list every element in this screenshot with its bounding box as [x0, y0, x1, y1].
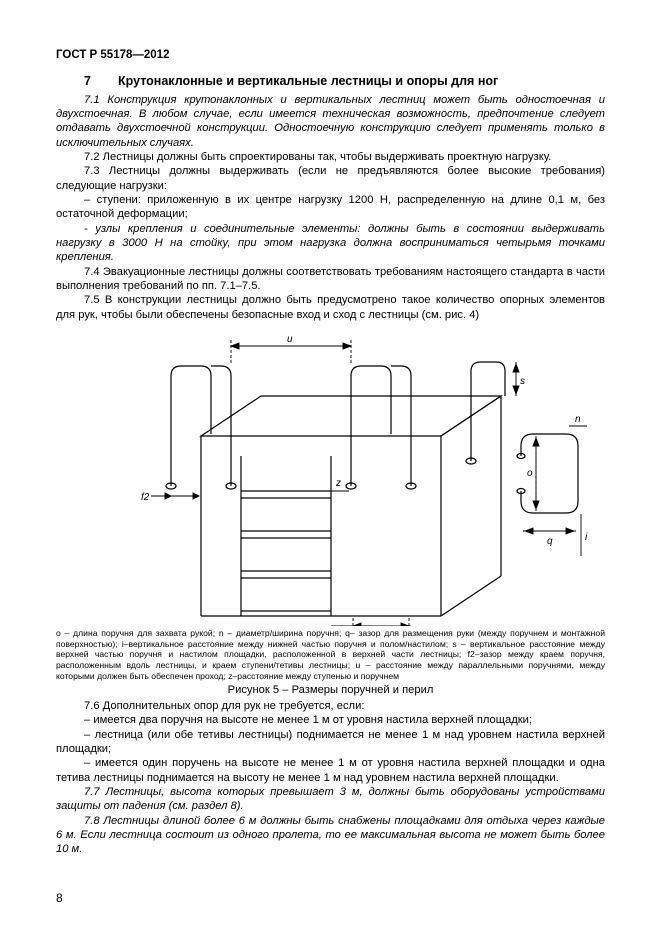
para-7-7: 7.7 Лестницы, высота которых превышает 3…	[56, 785, 605, 814]
label-z: z	[335, 478, 341, 489]
page-number: 8	[56, 891, 63, 906]
para-7-4: 7.4 Эвакуационные лестницы должны соотве…	[56, 265, 605, 294]
para-7-6: 7.6 Дополнительных опор для рук не требу…	[56, 699, 605, 713]
page: ГОСТ Р 55178—2012 7Крутонаклонные и верт…	[0, 0, 661, 936]
para-7-3b: - узлы крепления и соединительные элемен…	[56, 222, 605, 265]
para-7-2: 7.2 Лестницы должны быть спроектированы …	[56, 150, 605, 164]
figure-title: Рисунок 5 – Размеры поручней и перил	[56, 683, 605, 697]
para-7-3: 7.3 Лестницы должны выдерживать (если не…	[56, 164, 605, 193]
section-title: Крутонаклонные и вертикальные лестницы и…	[118, 74, 498, 88]
para-7-1: 7.1 Конструкция крутонаклонных и вертика…	[56, 93, 605, 150]
para-7-8: 7.8 Лестницы длиной более 6 м должны быт…	[56, 814, 605, 857]
label-u: u	[287, 334, 293, 345]
figure-ladder-diagram: u f2 q s z o q i n	[71, 326, 591, 626]
para-7-3a: – ступени: приложенную в их центре нагру…	[56, 193, 605, 222]
para-7-6c: – имеется один поручень на высоте не мен…	[56, 756, 605, 785]
label-s: s	[520, 376, 525, 387]
doc-header: ГОСТ Р 55178—2012	[56, 48, 605, 63]
label-f2: f2	[141, 492, 150, 503]
section-heading: 7Крутонаклонные и вертикальные лестницы …	[56, 73, 605, 89]
label-i: i	[585, 532, 588, 543]
label-o: o	[527, 468, 533, 479]
para-7-6b: – лестница (или обе тетивы лестницы) под…	[56, 728, 605, 757]
para-7-6a: – имеется два поручня на высоте не менее…	[56, 713, 605, 727]
label-n: n	[575, 414, 581, 425]
label-q2: q	[547, 536, 553, 547]
section-num: 7	[84, 73, 118, 89]
para-7-5: 7.5 В конструкции лестницы должно быть п…	[56, 293, 605, 322]
figure-caption: o – длина поручня для захвата рукой; n –…	[56, 628, 605, 682]
